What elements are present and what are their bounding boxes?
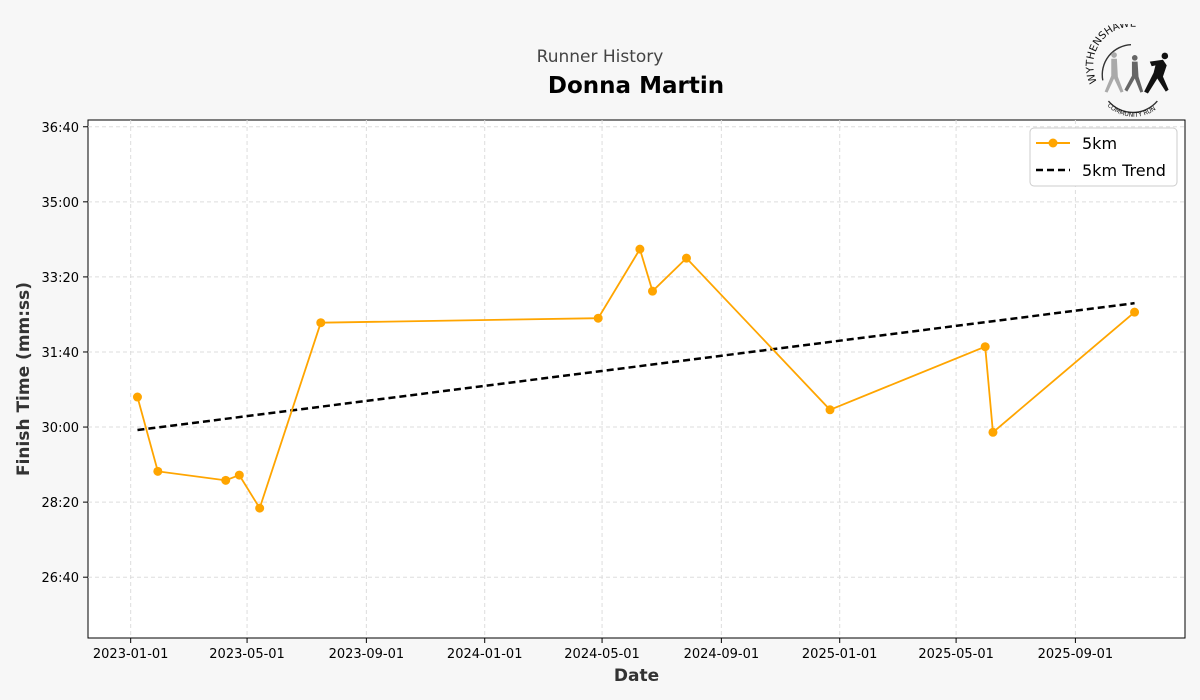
x-tick-label: 2023-09-01 (329, 647, 405, 662)
data-point-5km (988, 427, 998, 437)
x-tick-label: 2023-05-01 (209, 647, 285, 662)
x-tick-label: 2024-09-01 (684, 647, 760, 662)
data-point-5km (153, 466, 163, 476)
x-tick-label: 2023-01-01 (93, 647, 169, 662)
y-tick-label: 36:40 (42, 121, 79, 136)
legend-label-5km: 5km (1082, 134, 1117, 153)
x-tick-label: 2024-05-01 (564, 647, 640, 662)
y-axis-label: Finish Time (mm:ss) (14, 282, 34, 476)
chart-subtitle: Runner History (536, 47, 664, 67)
x-axis-label: Date (614, 666, 659, 686)
legend-label-trend: 5km Trend (1082, 161, 1166, 180)
data-point-5km (648, 286, 658, 296)
wythenshawe-logo: WYTHENSHAWE COMMUNITY RUN (1084, 24, 1169, 118)
data-point-5km (635, 244, 645, 254)
x-tick-label: 2025-09-01 (1038, 647, 1114, 662)
x-tick-label: 2024-01-01 (447, 647, 523, 662)
y-tick-label: 35:00 (42, 196, 79, 211)
chart-title: Donna Martin (547, 73, 725, 99)
y-tick-label: 28:20 (42, 496, 79, 511)
data-point-5km (980, 342, 990, 352)
data-point-5km (1130, 307, 1140, 317)
plot-area (87, 119, 1186, 639)
data-point-5km (681, 253, 691, 263)
y-tick-label: 33:20 (42, 271, 79, 286)
data-point-5km (255, 503, 265, 513)
x-tick-label: 2025-01-01 (802, 647, 878, 662)
y-tick-label: 30:00 (42, 421, 79, 436)
svg-text:COMMUNITY RUN: COMMUNITY RUN (1106, 102, 1157, 118)
trend-line (137, 301, 1135, 432)
legend-marker-5km (1048, 138, 1058, 148)
y-tick-label: 26:40 (42, 571, 79, 586)
data-point-5km (593, 313, 603, 323)
data-point-5km (221, 475, 231, 485)
x-tick-label: 2025-05-01 (918, 647, 994, 662)
data-point-5km (132, 392, 142, 402)
data-point-5km (825, 405, 835, 415)
data-point-5km (316, 318, 326, 328)
data-point-5km (234, 470, 244, 480)
y-tick-label: 31:40 (42, 346, 79, 361)
